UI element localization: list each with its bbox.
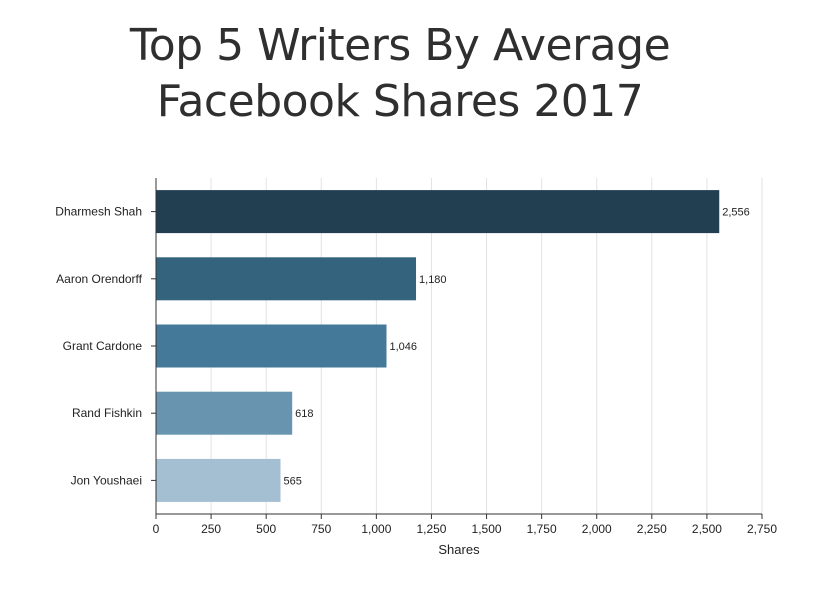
bar: [156, 324, 387, 368]
category-label: Dharmesh Shah: [55, 205, 142, 219]
bar: [156, 257, 417, 301]
category-label: Jon Youshaei: [71, 473, 142, 487]
x-tick-label: 2,750: [747, 522, 777, 536]
bar: [156, 190, 720, 234]
data-label: 2,556: [722, 207, 750, 219]
bars: [156, 190, 720, 502]
chart-title: Top 5 Writers By Average Facebook Shares…: [0, 18, 800, 130]
x-tick-label: 500: [256, 522, 276, 536]
category-label: Rand Fishkin: [72, 406, 142, 420]
x-tick-label: 2,000: [582, 522, 612, 536]
data-label: 565: [284, 475, 302, 487]
data-label: 1,046: [390, 341, 418, 353]
x-tick-label: 750: [311, 522, 331, 536]
x-tick-label: 2,250: [637, 522, 667, 536]
x-tick-label: 1,000: [361, 522, 391, 536]
category-label: Aaron Orendorff: [56, 272, 142, 286]
category-label: Grant Cardone: [63, 339, 143, 353]
grid-lines: [210, 178, 763, 514]
bar: [156, 391, 293, 435]
x-tick-label: 250: [201, 522, 221, 536]
x-tick-label: 1,750: [527, 522, 557, 536]
x-tick-label: 1,250: [416, 522, 446, 536]
data-label: 1,180: [419, 274, 447, 286]
chart-title-line-2: Facebook Shares 2017: [156, 76, 644, 127]
x-tick-label: 1,500: [472, 522, 502, 536]
bar: [156, 458, 281, 502]
x-tick-label: 0: [153, 522, 160, 536]
x-tick-label: 2,500: [692, 522, 722, 536]
data-label: 618: [295, 408, 313, 420]
x-axis-title: Shares: [438, 542, 480, 557]
axes: [151, 178, 763, 519]
labels: 0 250 500 750 1,000 1,250 1,500 1,750 2,000 2,250…: [55, 205, 777, 557]
chart-title-line-1: Top 5 Writers By Average: [129, 20, 671, 71]
